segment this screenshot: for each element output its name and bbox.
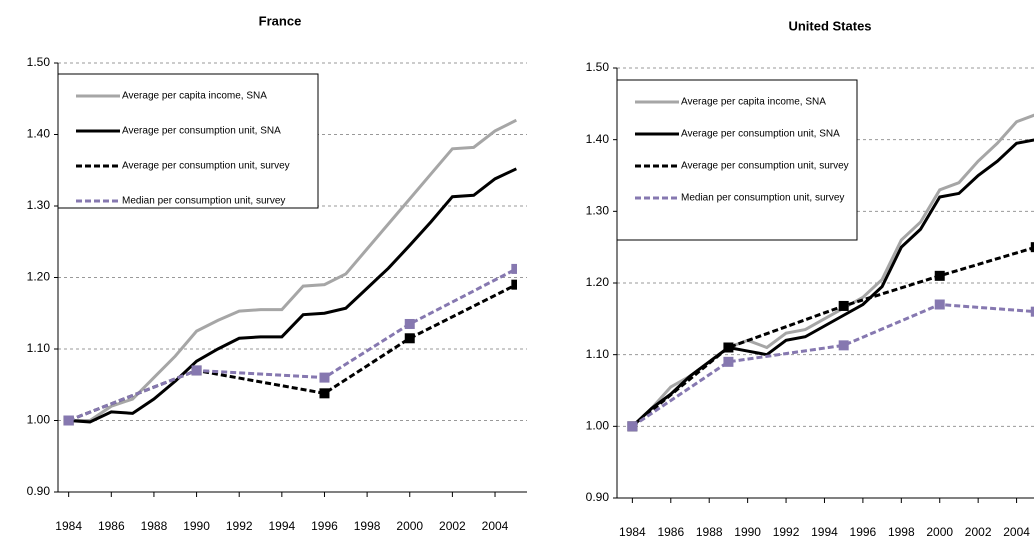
x-tick-label: 2004: [482, 519, 509, 533]
marker: [511, 263, 517, 274]
marker: [319, 372, 330, 383]
marker: [511, 279, 517, 290]
marker: [404, 318, 415, 329]
y-tick-label: 1.20: [27, 270, 51, 284]
x-tick-label: 1992: [226, 519, 253, 533]
legend-label: Average per consumption unit, SNA: [681, 129, 840, 140]
y-tick-label: 1.10: [586, 347, 610, 361]
y-tick-label: 0.90: [586, 490, 610, 504]
y-tick-label: 1.40: [586, 132, 610, 146]
x-tick-label: 1990: [183, 519, 210, 533]
marker: [404, 333, 415, 344]
marker: [63, 415, 74, 426]
legend-box: [616, 79, 858, 241]
marker: [934, 270, 945, 281]
marker: [723, 342, 734, 353]
y-tick-label: 1.40: [27, 127, 51, 141]
x-tick-label: 1994: [268, 519, 295, 533]
legend-label: Average per capita income, SNA: [681, 97, 826, 108]
y-tick-label: 1.10: [27, 341, 51, 355]
series-line: [68, 118, 517, 422]
chart-title: United States: [788, 18, 871, 33]
x-tick-label: 1988: [141, 519, 168, 533]
legend-label: Average per capita income, SNA: [122, 91, 267, 102]
x-tick-label: 2004: [1003, 525, 1030, 539]
y-tick-label: 1.00: [586, 419, 610, 433]
y-tick-label: 0.90: [27, 484, 51, 498]
y-tick-label: 1.30: [586, 204, 610, 218]
series-line: [68, 167, 517, 424]
x-tick-label: 1990: [734, 525, 761, 539]
plot: [627, 113, 1034, 432]
series-line: [631, 246, 1034, 428]
x-tick-label: 2000: [926, 525, 953, 539]
x-tick-label: 1984: [619, 525, 646, 539]
chart-title: France: [259, 13, 302, 28]
x-tick-label: 1988: [696, 525, 723, 539]
y-tick-label: 1.20: [586, 275, 610, 289]
x-tick-label: 1992: [773, 525, 800, 539]
series-line: [631, 138, 1034, 428]
y-tick-label: 1.00: [27, 413, 51, 427]
marker: [627, 421, 638, 432]
y-tick-label: 1.50: [586, 60, 610, 74]
legend-label: Median per consumption unit, survey: [122, 196, 285, 207]
marker: [191, 365, 202, 376]
marker: [838, 300, 849, 311]
x-tick-label: 2000: [396, 519, 423, 533]
x-tick-label: 1984: [55, 519, 82, 533]
x-tick-label: 1986: [657, 525, 684, 539]
x-tick-label: 1994: [811, 525, 838, 539]
marker: [723, 356, 734, 367]
marker: [1030, 306, 1034, 317]
plot: [63, 118, 517, 426]
marker: [1030, 242, 1034, 253]
legend-label: Median per consumption unit, survey: [681, 193, 844, 204]
x-tick-label: 1996: [311, 519, 338, 533]
x-tick-label: 2002: [439, 519, 466, 533]
marker: [838, 340, 849, 351]
x-tick-label: 1986: [98, 519, 125, 533]
x-tick-label: 1998: [354, 519, 381, 533]
x-tick-label: 2002: [965, 525, 992, 539]
y-tick-label: 1.30: [27, 198, 51, 212]
marker: [934, 299, 945, 310]
marker: [319, 388, 330, 399]
legend-label: Average per consumption unit, survey: [122, 161, 290, 172]
x-tick-label: 1996: [850, 525, 877, 539]
series-line: [631, 302, 1034, 428]
y-tick-label: 1.50: [27, 55, 51, 69]
legend-label: Average per consumption unit, SNA: [122, 126, 281, 137]
x-tick-label: 1998: [888, 525, 915, 539]
legend-label: Average per consumption unit, survey: [681, 161, 849, 172]
